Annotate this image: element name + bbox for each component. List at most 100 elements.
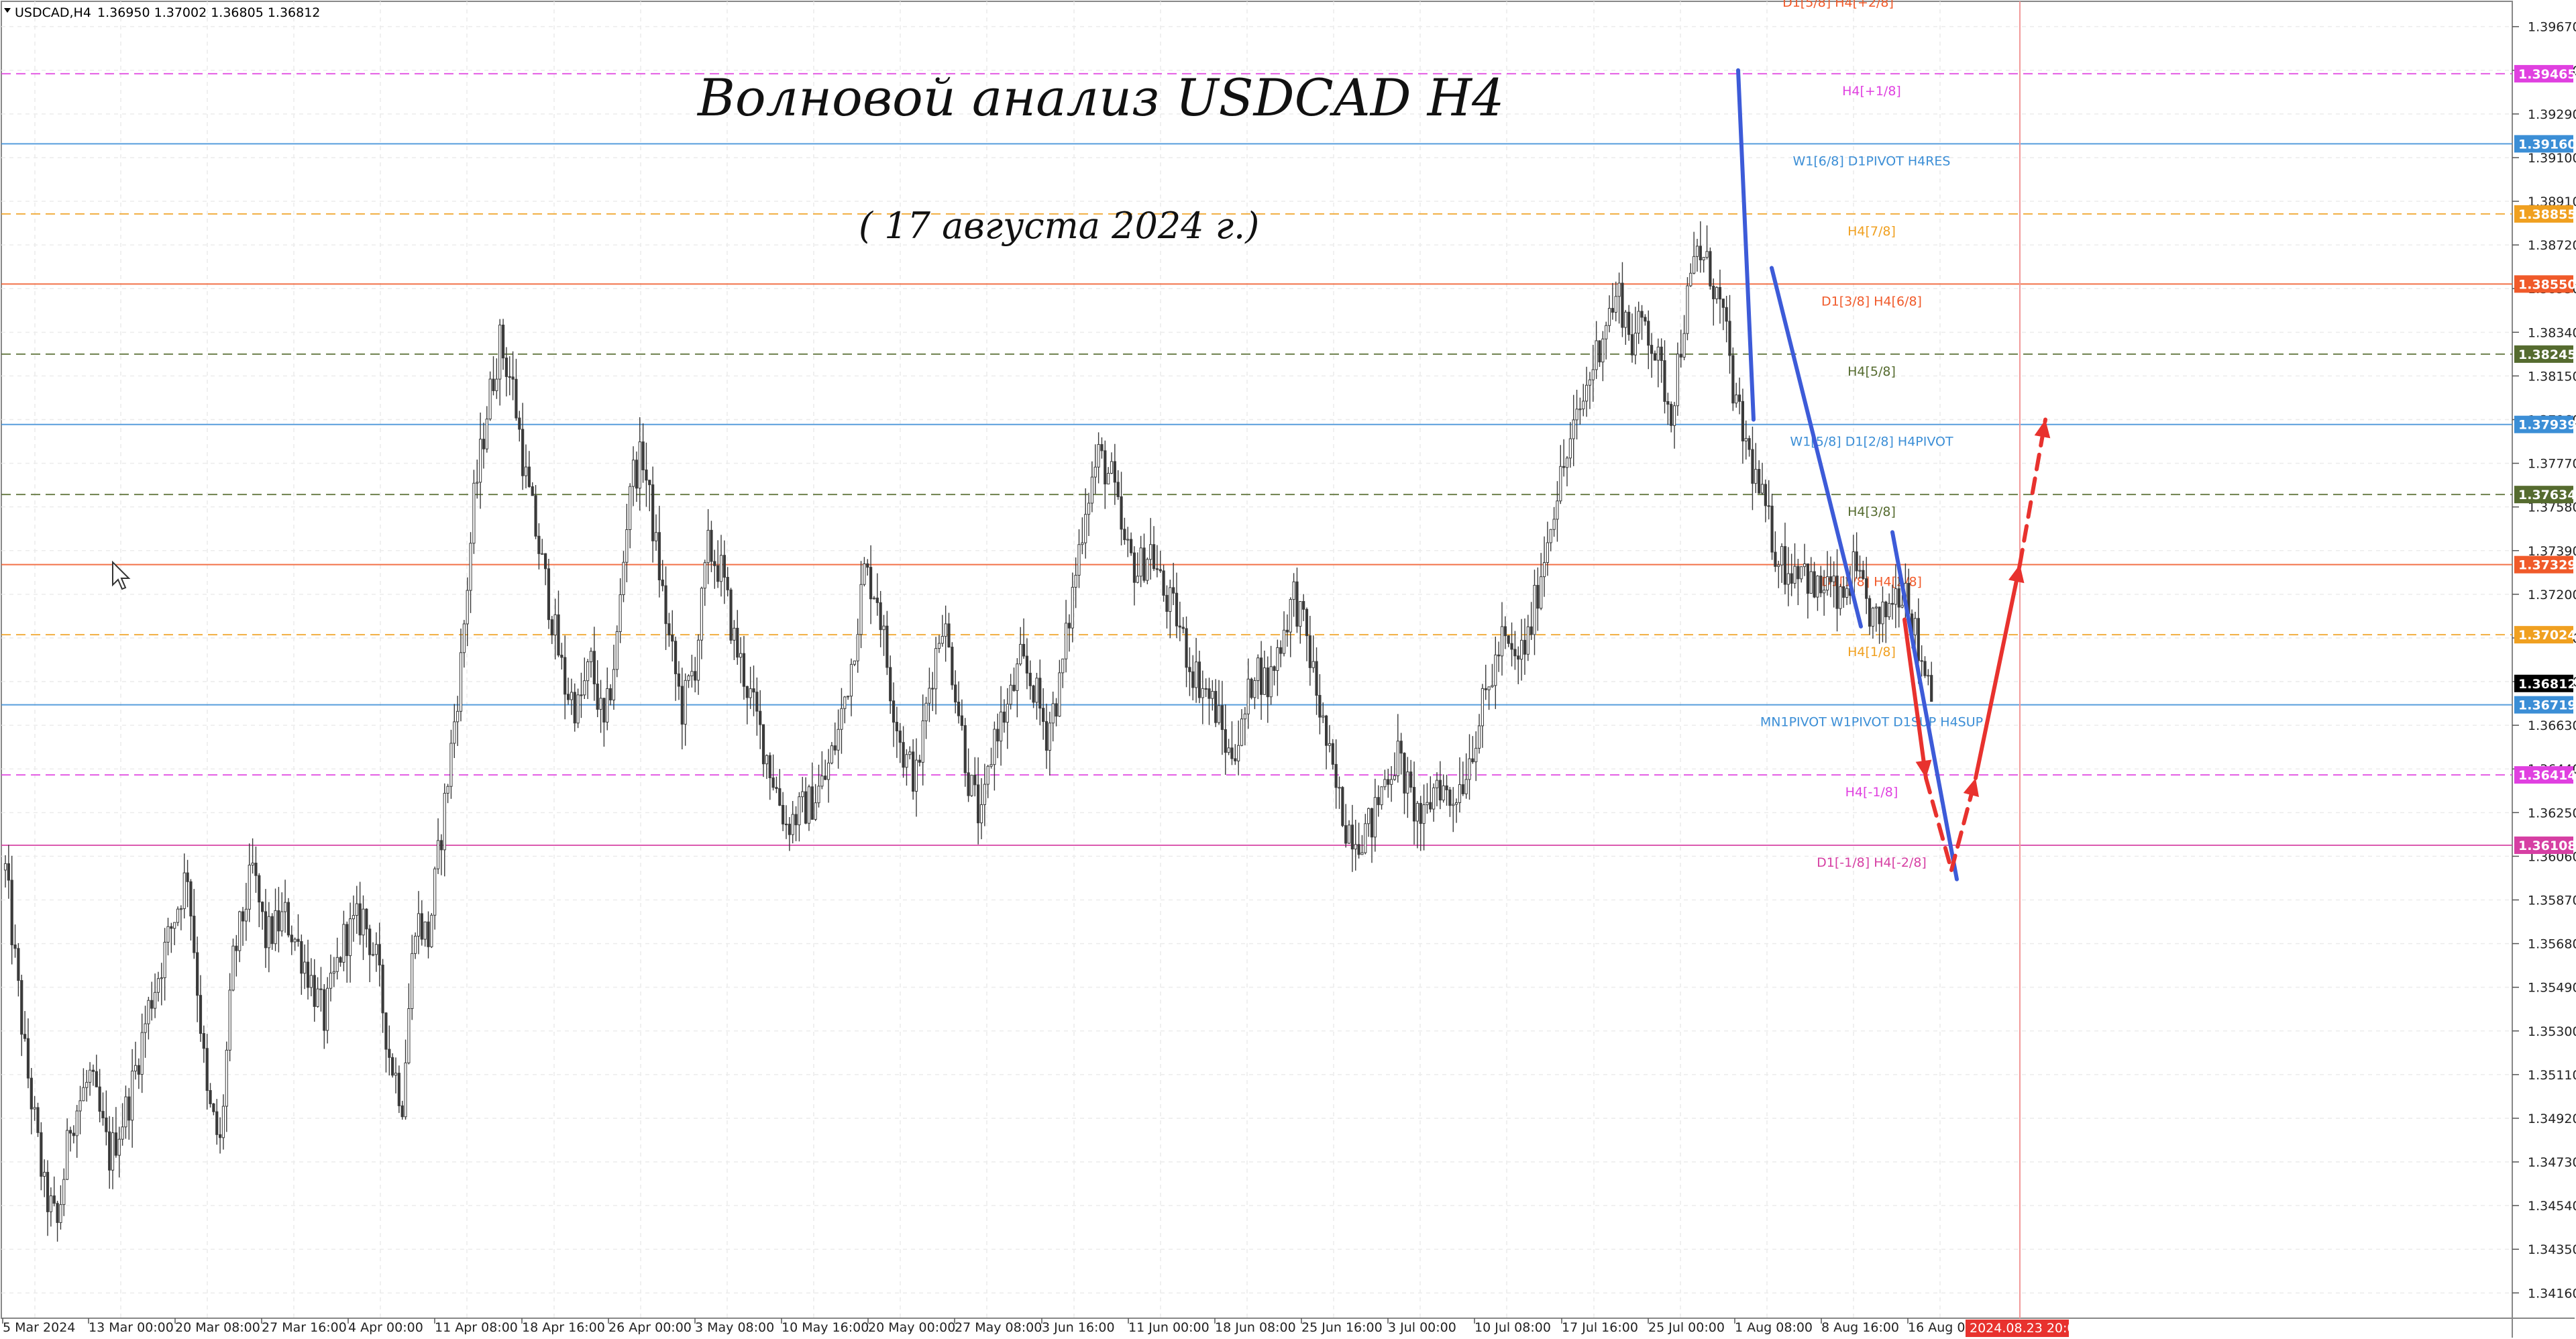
candle-body bbox=[1591, 369, 1595, 380]
candle-body bbox=[52, 1195, 56, 1204]
candle bbox=[583, 657, 586, 699]
candle bbox=[1468, 734, 1471, 800]
price-badge-bg bbox=[2514, 674, 2573, 692]
candle bbox=[1396, 714, 1399, 783]
candle bbox=[176, 906, 180, 926]
candle bbox=[1006, 688, 1009, 749]
candle bbox=[466, 577, 469, 647]
candle bbox=[1461, 761, 1464, 796]
candle-body bbox=[98, 1086, 101, 1112]
candle-body bbox=[622, 561, 625, 595]
candle-body bbox=[1123, 529, 1126, 541]
candle-body bbox=[1373, 797, 1377, 838]
candle bbox=[101, 1092, 105, 1126]
candle bbox=[1116, 470, 1120, 500]
candle-body bbox=[1000, 711, 1003, 742]
candle bbox=[869, 545, 873, 625]
candle-body bbox=[1721, 299, 1725, 308]
candle bbox=[1038, 659, 1042, 726]
candle bbox=[1282, 611, 1286, 657]
candle-body bbox=[20, 980, 23, 1035]
candle bbox=[544, 553, 547, 586]
candle bbox=[1230, 721, 1234, 765]
candle bbox=[303, 944, 307, 989]
candle-body bbox=[1113, 461, 1116, 483]
candle bbox=[1627, 305, 1631, 341]
candle bbox=[459, 629, 463, 722]
price-tick-label: 1.37580 bbox=[2528, 500, 2576, 515]
candle bbox=[798, 792, 801, 842]
candle-body bbox=[105, 1117, 108, 1132]
candle-body bbox=[1260, 657, 1263, 695]
candle-body bbox=[258, 875, 261, 903]
candle-body bbox=[117, 1138, 121, 1156]
candle bbox=[82, 1068, 85, 1102]
candle bbox=[1764, 479, 1767, 523]
candle bbox=[1308, 616, 1311, 686]
candle bbox=[1188, 647, 1191, 696]
candle-body bbox=[91, 1069, 95, 1072]
candle bbox=[170, 922, 173, 953]
price-tick-label: 1.35110 bbox=[2528, 1068, 2576, 1083]
candle bbox=[1874, 603, 1878, 632]
candle bbox=[1930, 661, 1933, 702]
candle bbox=[1246, 658, 1250, 729]
candle bbox=[645, 442, 648, 507]
candle-body bbox=[749, 688, 752, 698]
candle-body bbox=[804, 791, 808, 824]
candle bbox=[1542, 536, 1546, 597]
candle-body bbox=[1051, 703, 1055, 724]
candle-body bbox=[1702, 257, 1705, 261]
candle bbox=[1042, 688, 1045, 740]
candle-body bbox=[1481, 688, 1485, 727]
candle bbox=[1458, 757, 1462, 813]
candle-body bbox=[596, 684, 599, 710]
time-axis[interactable]: 5 Mar 2024 13 Mar 00:00 20 Mar 08:00 27 Mar… bbox=[2, 1318, 2084, 1337]
candle bbox=[612, 645, 616, 710]
candle bbox=[1185, 616, 1188, 688]
candle bbox=[557, 590, 560, 657]
candle bbox=[596, 660, 599, 718]
candle-body bbox=[1002, 711, 1006, 723]
candle-body bbox=[885, 625, 889, 668]
candle bbox=[1110, 452, 1114, 474]
candle bbox=[1510, 622, 1513, 667]
candle-body bbox=[335, 957, 339, 972]
level-label: H4[1/8] bbox=[1847, 645, 1896, 659]
candle-body bbox=[1533, 584, 1536, 635]
candle bbox=[937, 635, 941, 653]
current-time-badge: 2024.08.23 20:00 bbox=[1966, 1320, 2084, 1337]
candle bbox=[258, 873, 261, 928]
chevron-down-icon[interactable] bbox=[4, 8, 11, 13]
candle bbox=[1132, 546, 1136, 606]
price-tick-label: 1.35680 bbox=[2528, 937, 2576, 952]
candle bbox=[1777, 560, 1780, 588]
candle-body bbox=[1774, 551, 1777, 567]
candle-body bbox=[1081, 542, 1084, 545]
candle-body bbox=[1884, 601, 1888, 618]
candle-body bbox=[199, 995, 203, 1034]
candle-body bbox=[684, 680, 687, 725]
price-axis[interactable]: 1.396701.394801.392901.391001.389101.387… bbox=[2512, 20, 2576, 1301]
candle bbox=[654, 514, 658, 551]
candle bbox=[1705, 225, 1709, 260]
candle-body bbox=[1044, 721, 1049, 751]
candle bbox=[1285, 614, 1289, 647]
candle bbox=[1783, 523, 1787, 594]
candle bbox=[1507, 635, 1510, 647]
candle-body bbox=[394, 1073, 398, 1076]
candle bbox=[973, 757, 977, 797]
candle-body bbox=[706, 529, 710, 564]
price-tick-label: 1.37770 bbox=[2528, 457, 2576, 472]
candle bbox=[111, 1117, 115, 1189]
candle bbox=[680, 667, 684, 750]
candle-body bbox=[1621, 282, 1624, 328]
level-price-badge: 1.37329 bbox=[2514, 555, 2576, 574]
candle-body bbox=[365, 908, 368, 930]
candle bbox=[667, 612, 671, 647]
candle bbox=[905, 749, 908, 786]
candle bbox=[1311, 635, 1315, 673]
